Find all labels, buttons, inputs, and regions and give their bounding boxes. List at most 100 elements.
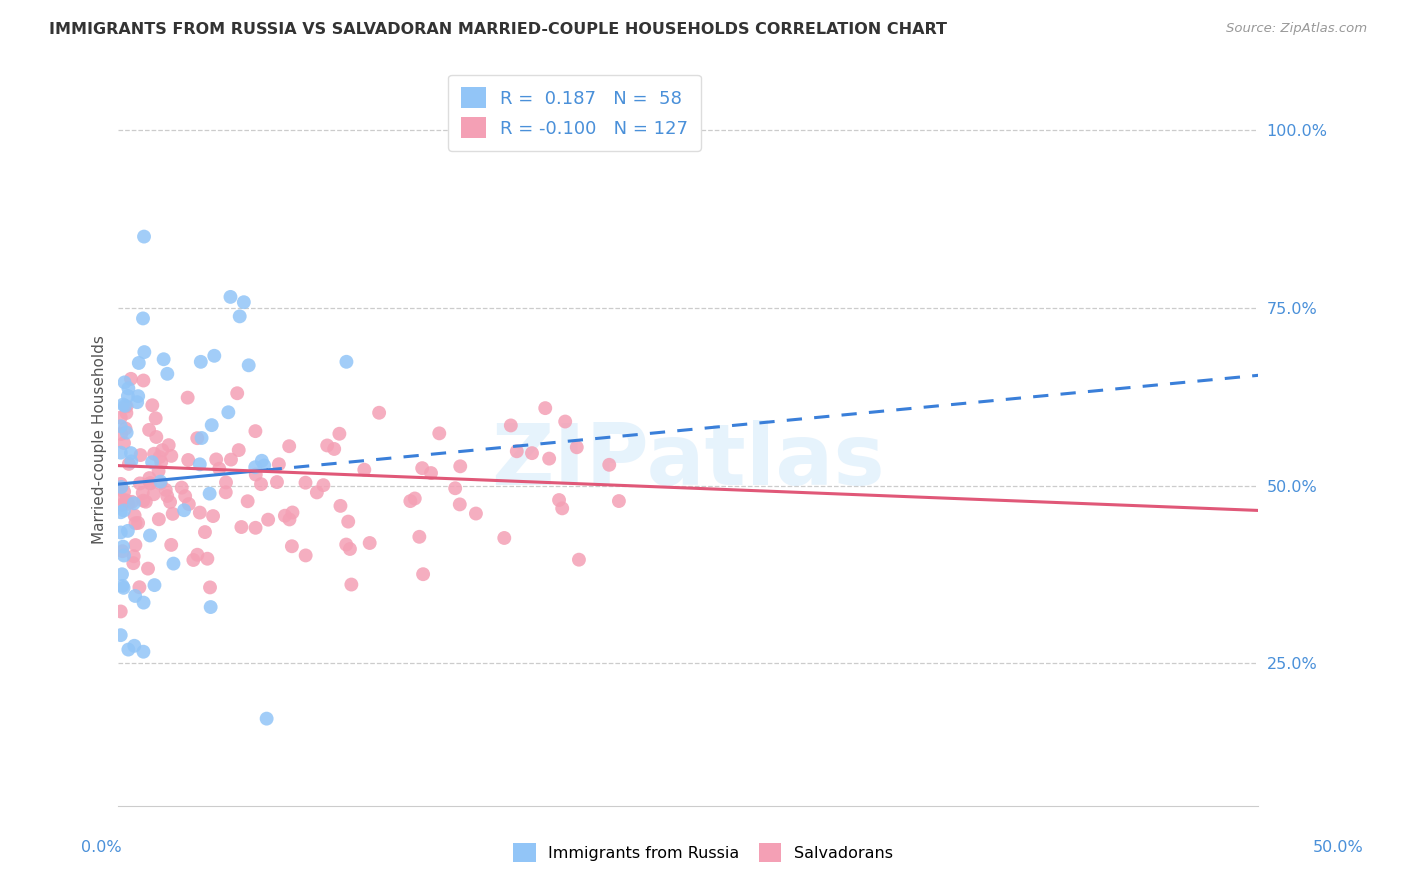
Point — [195, 551, 218, 566]
Point — [121, 495, 143, 509]
Point — [278, 439, 301, 453]
Point — [157, 438, 180, 452]
Point — [117, 524, 139, 538]
Point — [122, 496, 145, 510]
Point — [132, 374, 155, 388]
Point — [110, 480, 132, 494]
Point — [145, 411, 167, 425]
Point — [124, 589, 146, 603]
Legend: R =  0.187   N =  58, R = -0.100   N = 127: R = 0.187 N = 58, R = -0.100 N = 127 — [449, 75, 702, 151]
Point — [128, 476, 150, 491]
Point — [411, 461, 433, 475]
Point — [120, 454, 142, 468]
Point — [155, 483, 177, 497]
Point — [150, 443, 173, 458]
Point — [127, 395, 149, 409]
Point — [141, 398, 163, 412]
Point — [215, 475, 238, 490]
Point — [250, 477, 273, 491]
Point — [449, 459, 471, 474]
Point — [312, 478, 335, 492]
Point — [112, 581, 135, 595]
Point — [190, 431, 212, 445]
Point — [359, 536, 381, 550]
Point — [340, 577, 363, 591]
Point — [198, 486, 221, 500]
Point — [162, 507, 184, 521]
Point — [368, 406, 391, 420]
Point — [110, 628, 132, 642]
Point — [117, 381, 139, 395]
Text: Source: ZipAtlas.com: Source: ZipAtlas.com — [1226, 22, 1367, 36]
Point — [160, 449, 183, 463]
Point — [112, 484, 135, 499]
Point — [139, 476, 162, 491]
Point — [554, 415, 576, 429]
Point — [143, 578, 166, 592]
Point — [499, 418, 522, 433]
Point — [316, 438, 339, 452]
Point — [607, 494, 630, 508]
Point — [202, 349, 225, 363]
Point — [174, 489, 197, 503]
Point — [124, 508, 146, 523]
Point — [159, 495, 181, 509]
Point — [149, 476, 172, 491]
Point — [328, 426, 350, 441]
Point — [148, 464, 170, 478]
Point — [129, 448, 152, 462]
Point — [305, 485, 328, 500]
Point — [337, 515, 360, 529]
Point — [111, 579, 134, 593]
Point — [132, 311, 155, 326]
Text: ZIPatlas: ZIPatlas — [492, 420, 886, 503]
Point — [138, 423, 160, 437]
Point — [110, 445, 132, 459]
Point — [132, 645, 155, 659]
Text: 0.0%: 0.0% — [82, 840, 121, 855]
Point — [188, 458, 211, 472]
Point — [122, 556, 145, 570]
Point — [506, 444, 529, 458]
Point — [420, 466, 443, 480]
Point — [186, 431, 208, 445]
Point — [188, 506, 211, 520]
Point — [114, 421, 136, 435]
Point — [162, 557, 184, 571]
Point — [152, 352, 174, 367]
Point — [111, 492, 134, 507]
Point — [339, 541, 361, 556]
Point — [323, 442, 346, 456]
Point — [139, 476, 162, 491]
Point — [112, 436, 135, 450]
Point — [132, 596, 155, 610]
Point — [156, 367, 179, 381]
Point — [112, 503, 135, 517]
Point — [117, 389, 139, 403]
Point — [136, 561, 159, 575]
Point — [117, 497, 139, 511]
Point — [114, 399, 136, 413]
Point — [118, 457, 141, 471]
Point — [238, 359, 260, 373]
Point — [135, 494, 157, 508]
Point — [139, 528, 162, 542]
Point — [202, 509, 225, 524]
Point — [173, 503, 195, 517]
Point — [110, 505, 132, 519]
Point — [215, 485, 238, 500]
Point — [110, 426, 132, 441]
Point — [538, 451, 561, 466]
Point — [110, 525, 132, 540]
Point — [205, 452, 228, 467]
Point — [115, 493, 138, 508]
Point — [256, 712, 278, 726]
Point — [267, 457, 290, 471]
Point — [156, 489, 179, 503]
Point — [145, 430, 167, 444]
Point — [253, 458, 276, 473]
Point — [170, 481, 193, 495]
Point — [112, 549, 135, 563]
Point — [127, 389, 149, 403]
Point — [150, 455, 173, 469]
